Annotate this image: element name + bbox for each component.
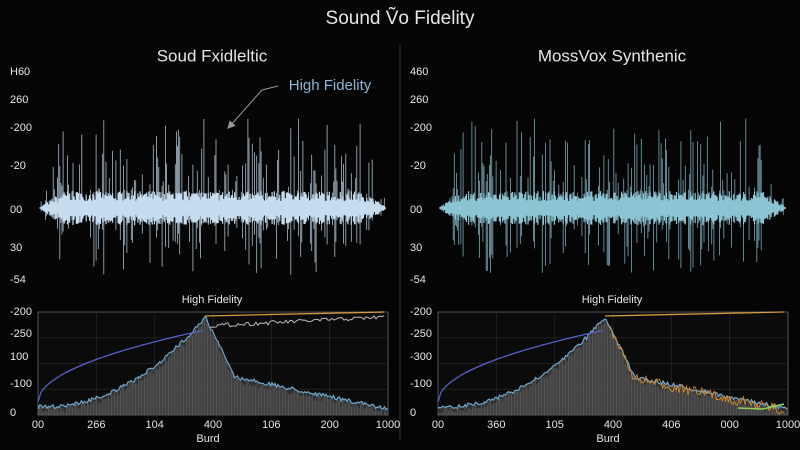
spectrum-x-label: 104 xyxy=(145,419,163,431)
spectrum-y-label: -250 xyxy=(10,328,32,340)
spectrum-y-label: -200 xyxy=(410,306,432,318)
wave-y-label: 260 xyxy=(10,94,28,106)
spectrum-lines xyxy=(37,318,388,415)
spectrum-x-label: 00 xyxy=(32,419,44,431)
wave-y-label: 30 xyxy=(410,242,422,254)
spectrum-outline xyxy=(37,316,388,411)
spectrum-x-title: Burd xyxy=(196,433,219,445)
spectrum-outline xyxy=(437,318,788,410)
wave-y-label: -200 xyxy=(410,122,432,134)
annotation: High Fidelity xyxy=(289,77,372,94)
spectrum-x-label: 106 xyxy=(262,419,280,431)
spectrum-title: High Fidelity xyxy=(582,294,643,306)
spectrum-x-label: 266 xyxy=(87,419,105,431)
spectrum-x-label: 400 xyxy=(204,419,222,431)
spectrum-x-label: 1000 xyxy=(776,419,800,431)
spectrum-x-label: 200 xyxy=(320,419,338,431)
wave-y-label: -20 xyxy=(410,160,426,172)
spectrum-x-label: 360 xyxy=(487,419,505,431)
waveform-core xyxy=(439,191,786,225)
spectrum-area xyxy=(38,317,388,415)
wave-y-label: H60 xyxy=(10,66,30,78)
wave-y-label: 460 xyxy=(410,66,428,78)
waveform-core xyxy=(39,191,386,225)
curve-green xyxy=(737,403,785,410)
spectrum-x-label: 00 xyxy=(432,419,444,431)
curve-orange xyxy=(204,311,385,317)
spectrum-y-label: -250 xyxy=(410,328,432,340)
spectrum-x-label: 400 xyxy=(604,419,622,431)
spectrum-y-label: -200 xyxy=(10,306,32,318)
wave-y-label: -54 xyxy=(10,274,26,286)
panel-title: Soud Fxidleltic xyxy=(157,46,268,65)
curve-orange-tail xyxy=(609,325,785,415)
spectrum-x-label: 105 xyxy=(545,419,563,431)
wave-y-label: -54 xyxy=(410,274,426,286)
spectrum-title: High Fidelity xyxy=(182,294,243,306)
wave-y-label: 00 xyxy=(410,204,422,216)
curve-purple xyxy=(37,329,204,403)
spectrum-y-label: -300 xyxy=(410,351,432,363)
spectrum-y-label: 100 xyxy=(10,351,28,363)
wave-y-label: 30 xyxy=(10,242,22,254)
curve-white xyxy=(209,315,385,328)
spectrum-x-label: 1000 xyxy=(376,419,400,431)
curve-orange xyxy=(604,311,785,317)
curve-purple xyxy=(437,329,604,403)
page-title: Sound Ṽo Fidelity xyxy=(326,7,475,29)
spectrum-area xyxy=(438,319,788,415)
panel-title: MossVox Synthenic xyxy=(538,46,687,65)
wave-y-label: 00 xyxy=(10,204,22,216)
annotation-arrow xyxy=(227,85,279,129)
spectrum-y-label: 0 xyxy=(410,407,416,419)
spectrum-x-label: 000 xyxy=(720,419,738,431)
spectrum-y-label: 0 xyxy=(10,407,16,419)
wave-y-label: 260 xyxy=(410,94,428,106)
spectrum-y-label: -100 xyxy=(10,378,32,390)
spectrum-lines xyxy=(437,321,788,415)
spectrum-x-label: 406 xyxy=(662,419,680,431)
spectrum-x-title: Burd xyxy=(596,433,619,445)
spectrum-y-label: -100 xyxy=(410,378,432,390)
wave-y-label: -200 xyxy=(10,122,32,134)
wave-y-label: -20 xyxy=(10,160,26,172)
